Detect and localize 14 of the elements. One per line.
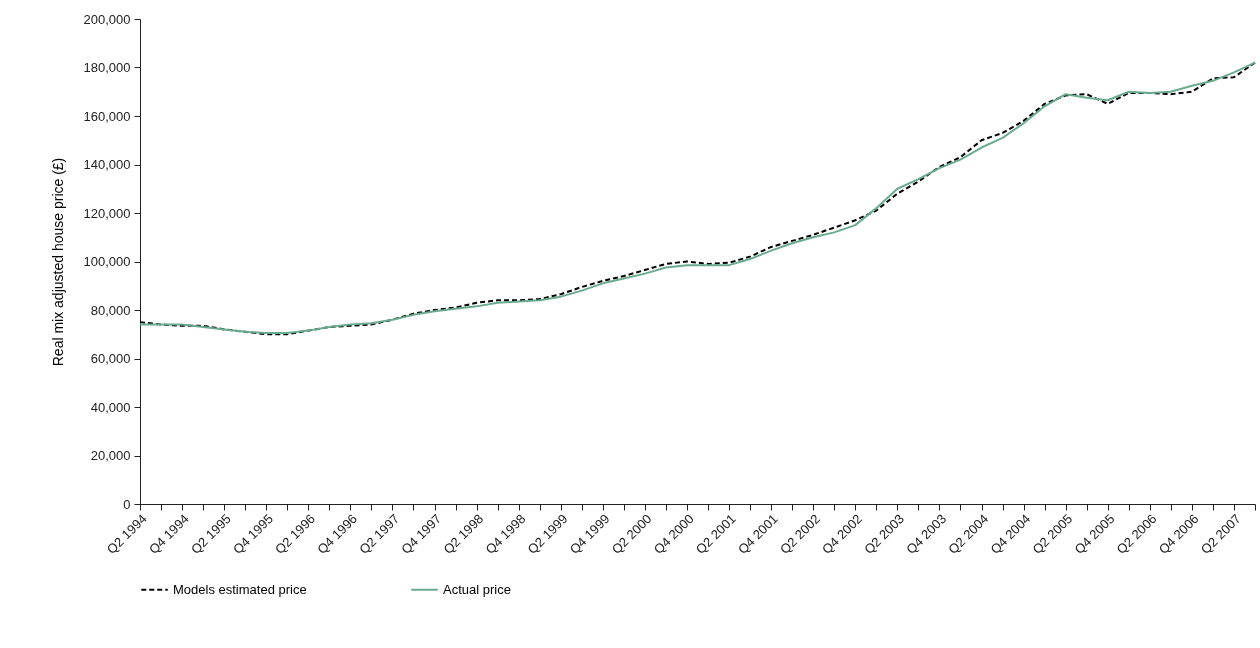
y-tick-label: 80,000 — [90, 302, 131, 318]
y-tick-label: 160,000 — [83, 108, 131, 124]
y-tick-label: 200,000 — [83, 11, 131, 27]
y-tick-label: 140,000 — [83, 157, 131, 172]
y-axis-title: Real mix adjusted house price (£) — [49, 157, 66, 367]
y-tick-label: 180,000 — [83, 60, 131, 75]
y-tick-label: 100,000 — [83, 254, 131, 269]
y-tick-label: 0 — [123, 496, 131, 512]
y-tick-label: 20,000 — [90, 448, 131, 463]
y-tick-label: 120,000 — [83, 205, 131, 221]
legend-label: Actual price — [443, 581, 511, 597]
legend-label: Models estimated price — [173, 581, 307, 597]
y-tick-label: 60,000 — [90, 351, 131, 366]
y-tick-label: 40,000 — [90, 399, 131, 415]
